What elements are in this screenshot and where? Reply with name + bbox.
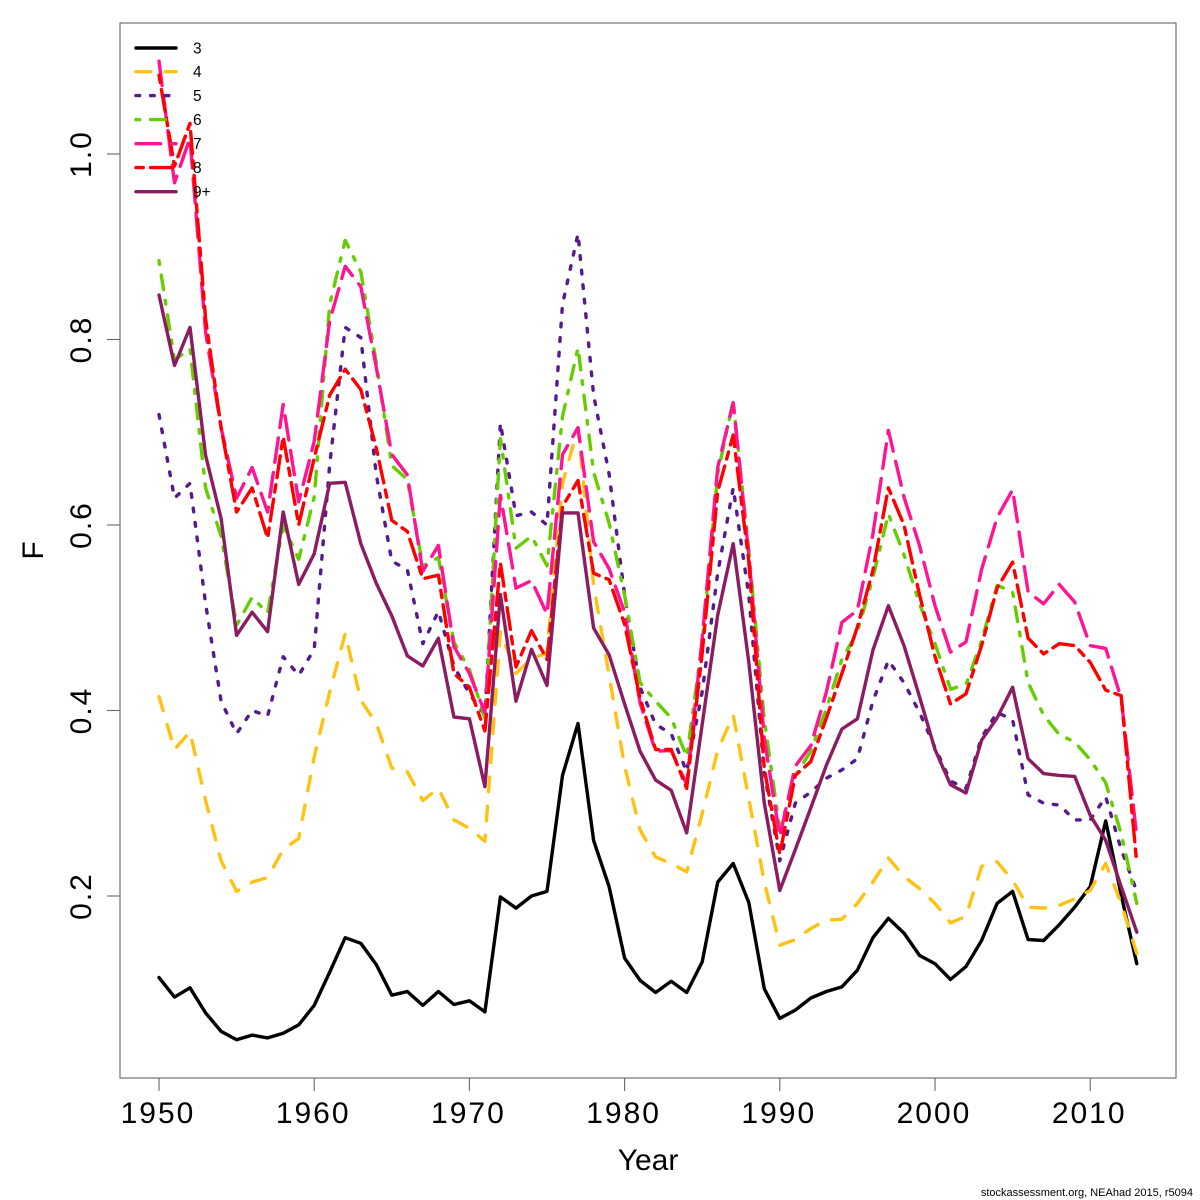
svg-text:1960: 1960 bbox=[276, 1097, 351, 1130]
svg-text:1980: 1980 bbox=[586, 1097, 661, 1130]
svg-text:0.2: 0.2 bbox=[65, 872, 98, 920]
svg-text:8: 8 bbox=[193, 160, 202, 177]
svg-text:2010: 2010 bbox=[1052, 1097, 1127, 1130]
svg-text:1950: 1950 bbox=[121, 1097, 196, 1130]
svg-text:3: 3 bbox=[193, 41, 202, 58]
svg-text:Year: Year bbox=[618, 1144, 679, 1177]
svg-text:1990: 1990 bbox=[741, 1097, 816, 1130]
svg-text:1.0: 1.0 bbox=[65, 130, 98, 178]
svg-text:4: 4 bbox=[193, 64, 202, 81]
svg-text:0.6: 0.6 bbox=[65, 501, 98, 549]
svg-text:6: 6 bbox=[193, 112, 202, 129]
svg-text:2000: 2000 bbox=[897, 1097, 972, 1130]
svg-text:9+: 9+ bbox=[193, 184, 211, 201]
svg-text:5: 5 bbox=[193, 88, 202, 105]
svg-text:0.4: 0.4 bbox=[65, 687, 98, 735]
svg-text:F: F bbox=[17, 541, 50, 559]
svg-text:1970: 1970 bbox=[431, 1097, 506, 1130]
svg-text:7: 7 bbox=[193, 136, 202, 153]
svg-text:stockassessment.org, NEAhad 20: stockassessment.org, NEAhad 2015, r5094 bbox=[981, 1187, 1193, 1199]
svg-text:0.8: 0.8 bbox=[65, 316, 98, 364]
